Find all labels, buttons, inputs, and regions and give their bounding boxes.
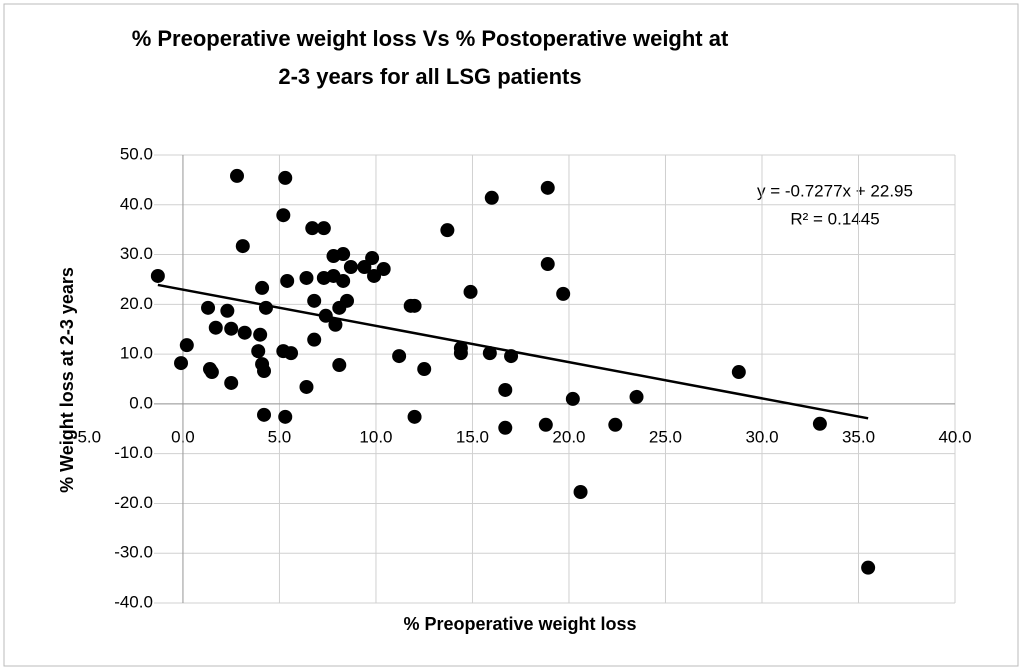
point: [731, 365, 746, 380]
x-tick-label: 20.0: [552, 427, 585, 446]
point: [407, 409, 422, 424]
point: [482, 346, 497, 361]
point: [336, 273, 351, 288]
y-tick-label: 30.0: [120, 244, 153, 263]
x-tick-label: 15.0: [456, 427, 489, 446]
point: [257, 407, 272, 422]
point: [376, 261, 391, 276]
x-axis-label: % Preoperative weight loss: [403, 614, 636, 634]
point: [235, 239, 250, 254]
chart-border: [3, 3, 1019, 667]
y-tick-label: -30.0: [114, 543, 153, 562]
point: [453, 346, 468, 361]
point: [204, 365, 219, 380]
point: [253, 327, 268, 342]
point: [280, 273, 295, 288]
point: [316, 221, 331, 236]
point: [208, 320, 223, 335]
point: [201, 300, 216, 315]
point: [278, 409, 293, 424]
point: [220, 303, 235, 318]
point: [336, 247, 351, 262]
x-tick-label: 30.0: [745, 427, 778, 446]
x-tick-label: 40.0: [938, 427, 971, 446]
x-tick-label: -5.0: [72, 427, 101, 446]
y-axis-label: % Weight loss at 2-3 years: [57, 267, 77, 493]
point: [150, 268, 165, 283]
point: [540, 180, 555, 195]
point: [367, 268, 382, 283]
point: [392, 349, 407, 364]
point: [229, 168, 244, 183]
point: [498, 382, 513, 397]
point: [498, 420, 513, 435]
point: [257, 364, 272, 379]
point: [440, 223, 455, 238]
y-tick-label: -40.0: [114, 592, 153, 611]
point: [417, 362, 432, 377]
point: [276, 208, 291, 223]
point: [224, 321, 239, 336]
point: [307, 332, 322, 347]
chart-title: % Preoperative weight loss Vs % Postoper…: [132, 26, 729, 51]
point: [463, 284, 478, 299]
y-tick-label: -10.0: [114, 443, 153, 462]
point: [237, 325, 252, 340]
point: [629, 389, 644, 404]
point: [556, 286, 571, 301]
trendline-equation: y = -0.7277x + 22.95: [757, 181, 913, 200]
point: [573, 484, 588, 499]
point: [407, 298, 422, 313]
point: [565, 391, 580, 406]
point: [299, 379, 314, 394]
point: [340, 293, 355, 308]
point: [484, 190, 499, 205]
point: [861, 560, 876, 575]
r-squared: R² = 0.1445: [790, 209, 879, 228]
x-tick-label: 25.0: [649, 427, 682, 446]
point: [812, 416, 827, 431]
point: [299, 270, 314, 285]
point: [224, 375, 239, 390]
point: [538, 417, 553, 432]
point: [332, 358, 347, 373]
point: [278, 170, 293, 185]
point: [608, 417, 623, 432]
point: [328, 317, 343, 332]
x-tick-label: 35.0: [842, 427, 875, 446]
y-tick-label: 40.0: [120, 194, 153, 213]
point: [305, 221, 320, 236]
point: [255, 280, 270, 295]
y-tick-label: 10.0: [120, 344, 153, 363]
y-tick-label: 50.0: [120, 144, 153, 163]
point: [258, 300, 273, 315]
trendline: [157, 283, 869, 420]
point: [540, 257, 555, 272]
chart-title: 2-3 years for all LSG patients: [278, 64, 581, 89]
point: [307, 293, 322, 308]
x-tick-label: 5.0: [268, 427, 292, 446]
point: [365, 251, 380, 266]
x-tick-label: 10.0: [359, 427, 392, 446]
y-tick-label: 20.0: [120, 294, 153, 313]
point: [284, 346, 299, 361]
y-tick-label: 0.0: [129, 393, 153, 412]
point: [251, 344, 266, 359]
point: [343, 260, 358, 274]
point: [174, 356, 189, 371]
point: [179, 338, 194, 353]
y-tick-label: -20.0: [114, 493, 153, 512]
